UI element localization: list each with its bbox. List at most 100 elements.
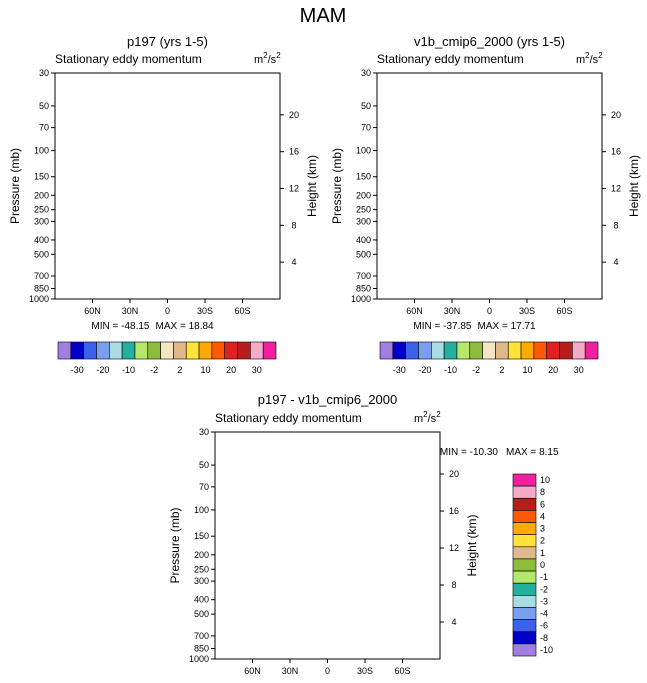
legend-swatch bbox=[512, 607, 537, 620]
legend-swatch bbox=[185, 341, 200, 360]
legend-swatch bbox=[495, 341, 509, 360]
min-value: MIN = -10.30 bbox=[440, 447, 499, 458]
height-axis-label: Height (km) bbox=[305, 155, 319, 217]
y-tick-label: 50 bbox=[199, 460, 209, 470]
contour-region bbox=[98, 130, 118, 214]
x-tick-label: 30N bbox=[122, 306, 139, 316]
contour-region bbox=[469, 145, 498, 208]
y-tick-label: 200 bbox=[356, 190, 371, 200]
height-tick-label: 4 bbox=[613, 257, 618, 267]
contour-region bbox=[136, 209, 161, 268]
y-tick-label: 300 bbox=[34, 216, 49, 226]
y-tick-label: 250 bbox=[34, 205, 49, 215]
y-tick-label: 1000 bbox=[29, 294, 49, 304]
units-tail: /s bbox=[268, 54, 277, 66]
units-exponent: 2 bbox=[423, 410, 428, 419]
contour-region bbox=[135, 139, 144, 168]
legend-label: -30 bbox=[71, 365, 84, 375]
y-tick-label: 700 bbox=[356, 271, 371, 281]
contour-region bbox=[305, 546, 321, 573]
legend-label: 3 bbox=[540, 524, 545, 534]
legend-label: -30 bbox=[393, 365, 406, 375]
legend-swatch bbox=[405, 341, 419, 360]
y-tick-label: 100 bbox=[356, 146, 371, 156]
y-tick-label: 500 bbox=[34, 249, 49, 259]
x-tick-label: 0 bbox=[325, 666, 330, 676]
y-tick-label: 50 bbox=[39, 101, 49, 111]
legend-label: 2 bbox=[499, 365, 504, 375]
units-exponent-2: 2 bbox=[598, 51, 603, 60]
legend-label: 20 bbox=[548, 365, 558, 375]
height-tick-label: 8 bbox=[291, 220, 296, 230]
contour-region bbox=[240, 150, 251, 179]
y-tick-label: 150 bbox=[194, 531, 209, 541]
contour-region bbox=[593, 283, 599, 292]
contour-region bbox=[278, 500, 292, 545]
x-tick-label: 30S bbox=[519, 306, 535, 316]
y-tick-label: 1000 bbox=[351, 294, 371, 304]
height-tick-label: 8 bbox=[613, 220, 618, 230]
legend-swatch bbox=[173, 341, 187, 360]
contour-region bbox=[116, 73, 213, 299]
contour-region bbox=[278, 481, 353, 562]
legend-swatch bbox=[83, 341, 97, 360]
contour-region bbox=[215, 432, 440, 659]
contour-region bbox=[403, 137, 417, 226]
min-value: MIN = -37.85 bbox=[413, 321, 472, 332]
units-exponent-2: 2 bbox=[276, 51, 281, 60]
legend-swatch bbox=[160, 341, 174, 360]
legend-label: 10 bbox=[540, 475, 550, 485]
y-tick-label: 100 bbox=[194, 505, 209, 515]
legend-swatch bbox=[430, 341, 445, 360]
legend-swatch bbox=[512, 510, 537, 523]
y-tick-label: 300 bbox=[356, 216, 371, 226]
legend-swatch bbox=[512, 631, 537, 645]
y-tick-label: 70 bbox=[39, 123, 49, 133]
contour-region bbox=[440, 106, 478, 213]
legend-label: -2 bbox=[472, 365, 480, 375]
legend-swatch bbox=[57, 341, 72, 360]
x-tick-label: 60S bbox=[394, 666, 410, 676]
legend-swatch bbox=[559, 341, 573, 360]
legend-label: -10 bbox=[444, 365, 457, 375]
contour-region bbox=[287, 491, 312, 545]
legend-swatch bbox=[512, 522, 537, 535]
legend-swatch bbox=[512, 497, 537, 511]
legend-swatch bbox=[507, 341, 522, 360]
legend-label: 4 bbox=[540, 511, 545, 521]
y-tick-label: 400 bbox=[34, 235, 49, 245]
legend-swatch bbox=[108, 341, 123, 360]
y-tick-label: 300 bbox=[194, 576, 209, 586]
y-axis-label: Pressure (mb) bbox=[330, 148, 344, 224]
legend-swatch bbox=[262, 341, 277, 360]
contour-region bbox=[479, 128, 489, 145]
x-tick-label: 60S bbox=[556, 306, 572, 316]
height-tick-label: 16 bbox=[289, 147, 299, 157]
legend-swatch bbox=[211, 341, 226, 360]
panels: p197 (yrs 1-5) Stationary eddy momentum m2… bbox=[8, 34, 641, 676]
contour-region bbox=[397, 432, 420, 636]
y-tick-label: 250 bbox=[194, 564, 209, 574]
units-exponent: 2 bbox=[263, 51, 268, 60]
y-tick-label: 850 bbox=[34, 284, 49, 294]
contour-region bbox=[55, 73, 84, 299]
x-tick-label: 30N bbox=[444, 306, 461, 316]
legend-swatch bbox=[512, 558, 537, 572]
legend-swatch bbox=[512, 595, 537, 608]
contour-region bbox=[120, 121, 151, 179]
contour-region bbox=[586, 267, 600, 296]
height-tick-label: 20 bbox=[289, 110, 299, 120]
legend-swatch bbox=[512, 534, 537, 548]
y-tick-label: 850 bbox=[356, 284, 371, 294]
legend-label: 0 bbox=[540, 560, 545, 570]
panel-subtitle: Stationary eddy momentum bbox=[377, 52, 524, 66]
plot-frame bbox=[214, 431, 441, 660]
contour-region bbox=[261, 552, 269, 600]
y-tick-label: 400 bbox=[356, 235, 371, 245]
x-tick-label: 0 bbox=[165, 306, 170, 316]
x-tick-label: 0 bbox=[487, 306, 492, 316]
contour-region bbox=[457, 150, 462, 164]
legend-label: -20 bbox=[96, 365, 109, 375]
contour-region bbox=[454, 209, 481, 263]
